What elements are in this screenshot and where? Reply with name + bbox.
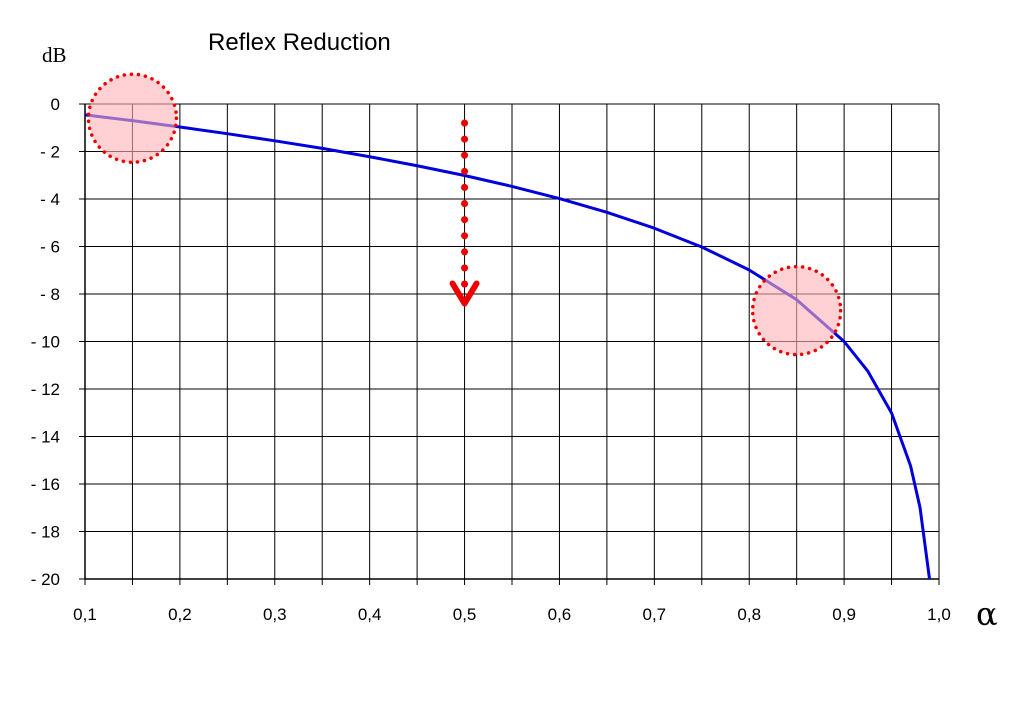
x-tick-label: 0,7: [643, 605, 667, 624]
axes: [79, 103, 940, 585]
chart-title: Reflex Reduction: [208, 29, 391, 56]
x-tick-label: 0,6: [548, 605, 572, 624]
grid: [84, 103, 940, 580]
series-layer: [85, 113, 932, 579]
arrow-head: [449, 280, 480, 307]
x-tick-label: 0,9: [832, 605, 856, 624]
y-tick-label: - 20: [31, 570, 60, 589]
x-tick-label: 0,5: [453, 605, 477, 624]
y-axis-label: dB: [42, 43, 67, 67]
y-tick-label: - 14: [31, 428, 60, 447]
annotations: [86, 72, 843, 357]
x-tick-label: 0,1: [73, 605, 97, 624]
y-tick-label: - 6: [40, 238, 60, 257]
y-tick-label: - 4: [40, 190, 60, 209]
x-tick-label: 0,4: [358, 605, 382, 624]
x-tick-label: 1,0: [927, 605, 951, 624]
highlight-circle: [750, 264, 843, 357]
y-tick-label: - 2: [40, 143, 60, 162]
y-tick-label: - 18: [31, 523, 60, 542]
y-tick-label: - 12: [31, 380, 60, 399]
x-tick-label: 0,8: [737, 605, 761, 624]
x-axis-label: α: [976, 595, 998, 633]
x-tick-label: 0,3: [263, 605, 287, 624]
y-tick-label: - 16: [31, 475, 60, 494]
series-line: [85, 113, 932, 579]
y-tick-labels: 0 - 2 - 4 - 6 - 8 - 10 - 12 - 14 - 16 - 18 - 20: [31, 95, 60, 589]
highlight-circle: [86, 72, 179, 164]
y-tick-label: - 8: [40, 285, 60, 304]
x-tick-label: 0,2: [168, 605, 192, 624]
y-tick-label: 0: [51, 95, 60, 114]
x-tick-labels: 0,1 0,2 0,3 0,4 0,5 0,6 0,7 0,8 0,9 1,0: [73, 605, 951, 624]
y-tick-label: - 10: [31, 333, 60, 352]
